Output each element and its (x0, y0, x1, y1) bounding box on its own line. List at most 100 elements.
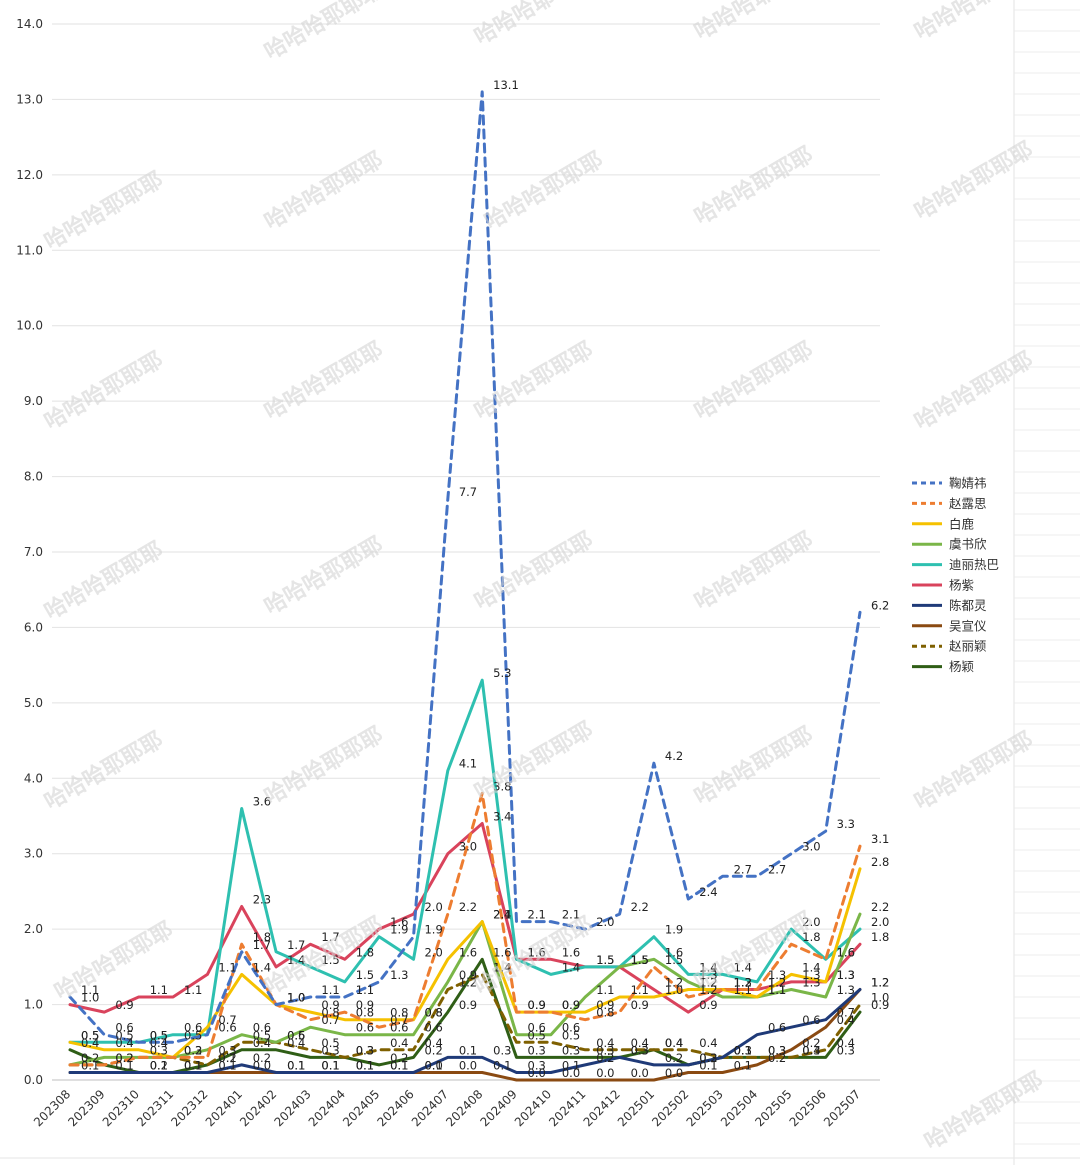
data-label: 0.0 (562, 1066, 580, 1080)
data-label: 0.2 (184, 1043, 202, 1057)
data-label: 0.4 (424, 1036, 442, 1050)
data-label: 0.6 (528, 1021, 546, 1035)
data-label: 7.7 (459, 485, 477, 499)
data-label: 1.6 (390, 915, 408, 929)
watermark-text: 哈哈哈耶耶耶 (690, 527, 817, 616)
data-label: 1.2 (871, 975, 889, 989)
y-tick-label: 14.0 (16, 17, 43, 31)
data-label: 0.5 (115, 1028, 133, 1042)
data-label: 0.1 (699, 1058, 717, 1072)
data-label: 0.3 (768, 1043, 786, 1057)
watermark-text: 哈哈哈耶耶耶 (40, 347, 167, 436)
legend-label: 虞书欣 (949, 537, 987, 552)
x-tick-label: 202409 (478, 1087, 520, 1129)
data-label: 0.5 (150, 1028, 168, 1042)
data-label: 3.8 (493, 779, 511, 793)
gridlines (52, 23, 880, 1081)
data-label: 0.6 (287, 1028, 305, 1042)
data-label: 0.9 (321, 998, 339, 1012)
data-label: 1.5 (596, 953, 614, 967)
data-label: 2.4 (493, 908, 511, 922)
legend-label: 陈都灵 (949, 598, 987, 613)
data-label: 0.5 (287, 1028, 305, 1042)
data-label: 1.6 (528, 945, 546, 959)
data-label: 0.1 (356, 1058, 374, 1072)
data-label: 0.5 (150, 1028, 168, 1042)
data-label: 0.1 (734, 1058, 752, 1072)
y-tick-label: 13.0 (16, 92, 43, 106)
data-label: 1.2 (665, 975, 683, 989)
data-label: 1.6 (665, 945, 683, 959)
data-label: 0.2 (115, 1051, 133, 1065)
data-label: 1.5 (631, 953, 649, 967)
data-label: 2.3 (253, 893, 271, 907)
y-tick-label: 9.0 (24, 394, 43, 408)
data-label: 1.3 (390, 968, 408, 982)
data-label: 0.6 (356, 1021, 374, 1035)
data-label: 1.5 (631, 953, 649, 967)
data-label: 1.1 (734, 983, 752, 997)
data-label: 0.3 (528, 1058, 546, 1072)
watermark-text: 哈哈哈耶耶耶 (470, 337, 597, 426)
data-label: 0.3 (596, 1043, 614, 1057)
data-label: 2.0 (802, 915, 820, 929)
data-label: 1.1 (184, 983, 202, 997)
series-line (68, 912, 862, 1067)
data-label: 0.1 (321, 1058, 339, 1072)
data-label: 0.4 (115, 1036, 133, 1050)
data-label: 0.6 (115, 1021, 133, 1035)
data-label: 5.3 (493, 666, 511, 680)
legend-label: 鞠婧祎 (949, 476, 987, 491)
data-label: 0.3 (631, 1043, 649, 1057)
data-label: 0.2 (218, 1051, 236, 1065)
data-label: 0.2 (802, 1036, 820, 1050)
data-label: 0.2 (665, 1051, 683, 1065)
x-tick-label: 202504 (718, 1087, 760, 1129)
data-label: 0.4 (699, 1036, 717, 1050)
data-label: 1.3 (837, 968, 855, 982)
data-label: 0.9 (528, 998, 546, 1012)
data-labels: 1.10.60.5 0.51.71.01.1 1.11.31.97.713.12.1… (81, 78, 889, 1080)
data-label: 0.0 (459, 1058, 477, 1072)
x-tick-label: 202310 (100, 1087, 142, 1129)
data-label: 0.6 (218, 1021, 236, 1035)
watermark-text: 哈哈哈耶耶耶 (690, 337, 817, 426)
data-label: 2.1 (493, 908, 511, 922)
data-label: 1.5 (356, 968, 374, 982)
data-label: 0.4 (596, 1036, 614, 1050)
data-label: 0.1 (218, 1058, 236, 1072)
x-tick-label: 202405 (340, 1087, 382, 1129)
watermark-text: 哈哈哈耶耶耶 (260, 722, 387, 811)
x-tick-label: 202411 (546, 1087, 588, 1129)
y-tick-label: 2.0 (24, 922, 43, 936)
watermark-text: 哈哈哈耶耶耶 (480, 147, 607, 236)
x-tick-label: 202309 (65, 1087, 107, 1129)
data-label: 0.6 (184, 1021, 202, 1035)
legend-label: 赵丽颖 (949, 639, 987, 654)
watermark-text: 哈哈哈耶耶耶 (690, 0, 817, 45)
data-label: 1.8 (871, 930, 889, 944)
data-label: 1.2 (871, 975, 889, 989)
data-label: 4.1 (459, 757, 477, 771)
data-label: 0.9 (699, 998, 717, 1012)
data-label: 3.0 (459, 840, 477, 854)
data-label: 0.1 (287, 1058, 305, 1072)
data-label: 2.7 (768, 862, 786, 876)
y-tick-label: 4.0 (24, 771, 43, 785)
data-label: 1.9 (390, 923, 408, 937)
data-label: 0.1 (390, 1058, 408, 1072)
data-label: 0.5 (81, 1028, 99, 1042)
data-label: 1.3 (768, 968, 786, 982)
watermark-text: 哈哈哈耶耶耶 (260, 337, 387, 426)
data-label: 13.1 (493, 78, 519, 92)
y-tick-label: 0.0 (24, 1073, 43, 1087)
data-label: 0.0 (528, 1066, 546, 1080)
data-label: 0.1 (459, 1043, 477, 1057)
data-label: 0.0 (631, 1066, 649, 1080)
data-label: 2.0 (424, 900, 442, 914)
data-label: 1.4 (253, 960, 271, 974)
data-label: 0.5 (321, 1036, 339, 1050)
data-label: 1.8 (802, 930, 820, 944)
x-tick-label: 202407 (409, 1087, 451, 1129)
